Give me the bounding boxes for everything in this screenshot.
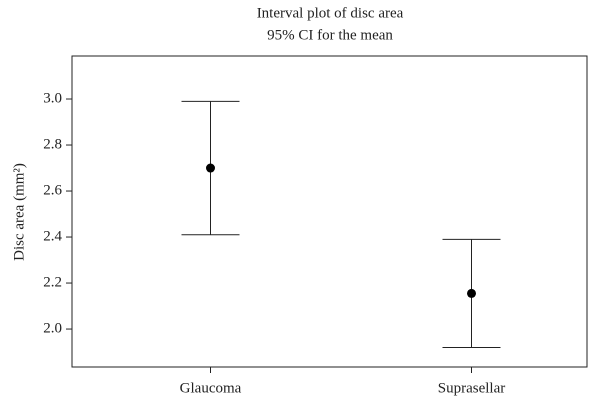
chart-subtitle: 95% CI for the mean: [267, 27, 393, 43]
plot-frame: [71, 55, 588, 368]
y-tick-label: 2.8: [43, 136, 62, 152]
y-tick-label: 2.6: [43, 182, 62, 198]
chart-title: Interval plot of disc area: [257, 5, 404, 21]
y-axis-label: Disc area (mm²): [11, 163, 27, 261]
mean-point: [206, 163, 215, 173]
x-tick-label: Glaucoma: [180, 380, 242, 396]
y-tick-label: 2.0: [43, 320, 62, 336]
x-tick-label: Suprasellar: [438, 380, 505, 396]
y-tick-label: 2.2: [43, 274, 62, 290]
y-tick-label: 3.0: [43, 90, 62, 106]
mean-point: [467, 288, 476, 298]
y-tick-label: 2.4: [43, 228, 62, 244]
